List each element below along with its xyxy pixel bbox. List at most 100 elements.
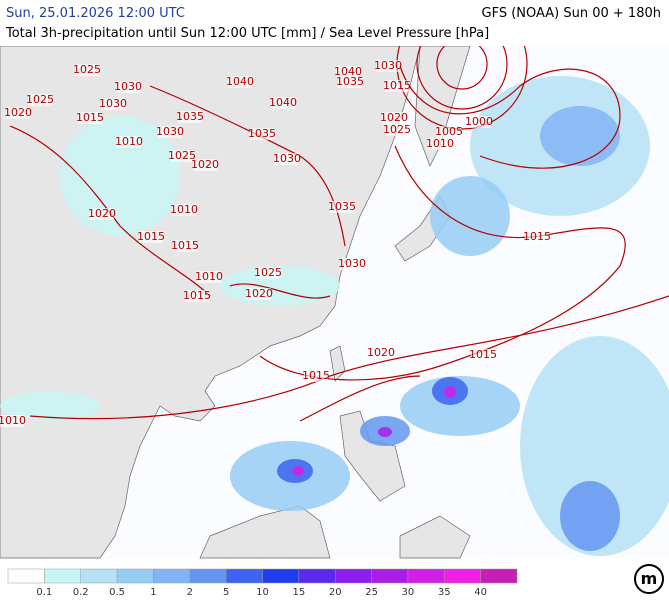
legend-label: 2 (187, 587, 193, 598)
isobar-label-bg (116, 81, 140, 93)
isobar-label-bg (90, 208, 114, 220)
map: 1020102510251030103010151030103510351010… (0, 46, 669, 598)
isobar-label: 1030 (374, 59, 402, 72)
isobar-label-bg (369, 347, 393, 359)
isobar-label: 1030 (114, 80, 142, 93)
isobar-label-bg (250, 128, 274, 140)
legend-swatch (225, 568, 263, 584)
isobar-label: 1030 (156, 125, 184, 138)
isobar-label: 1010 (426, 137, 454, 150)
isobar-label: 1005 (435, 125, 463, 138)
isobar-label-bg (256, 267, 280, 279)
legend-label: 20 (329, 587, 342, 598)
legend-swatch (334, 568, 372, 584)
isobar-label: 1015 (183, 289, 211, 302)
isobar-label-bg (471, 349, 495, 361)
legend-swatch (407, 568, 445, 584)
logo-text: m (641, 569, 658, 588)
legend-swatch (116, 568, 154, 584)
isobar-label-bg (101, 98, 125, 110)
legend-label: 35 (438, 587, 451, 598)
isobar-label-bg (197, 271, 221, 283)
legend-swatch (189, 568, 227, 584)
isobar-label: 1010 (170, 203, 198, 216)
legend-label: 0.1 (36, 587, 52, 598)
legend-label: 25 (365, 587, 378, 598)
isobar-label: 1025 (73, 63, 101, 76)
isobar-label: 1015 (383, 79, 411, 92)
legend-swatch (480, 568, 518, 584)
legend-label: 15 (292, 587, 305, 598)
isobar-label: 1035 (248, 127, 276, 140)
isobar-label-bg (467, 116, 491, 128)
model-label: GFS (NOAA) Sun 00 + 180h (481, 6, 661, 21)
legend-swatch (153, 568, 191, 584)
isobar-label: 1000 (465, 115, 493, 128)
isobar-label: 1015 (137, 230, 165, 243)
legend-label: 0.5 (109, 587, 125, 598)
logo: m (634, 564, 664, 594)
isobar-label-bg (385, 124, 409, 136)
isobar-label-bg (247, 288, 271, 300)
isobar-label-bg (178, 111, 202, 123)
isobar-label-bg (185, 290, 209, 302)
isobar-label: 1010 (195, 270, 223, 283)
isobar-label: 1010 (0, 414, 26, 427)
isobar-label-bg (336, 66, 360, 78)
isobar-label-bg (338, 76, 362, 88)
isobar-label: 1035 (328, 200, 356, 213)
legend-swatch (7, 568, 45, 584)
isobar-label-bg (78, 112, 102, 124)
isobar-label-bg (117, 136, 141, 148)
isobar-label: 1040 (269, 96, 297, 109)
isobar-label-bg (271, 97, 295, 109)
isobar-label-bg (0, 415, 24, 427)
isobar-label: 1015 (469, 348, 497, 361)
isobar-label-bg (428, 138, 452, 150)
isobar-label-bg (158, 126, 182, 138)
isobar-label-bg (28, 94, 52, 106)
isobar-label-bg (228, 76, 252, 88)
isobar-label: 1020 (380, 111, 408, 124)
subtitle: Total 3h-precipitation until Sun 12:00 U… (6, 26, 490, 41)
isobar-label-bg (75, 64, 99, 76)
isobar-label-bg (193, 159, 217, 171)
legend-swatch (262, 568, 300, 584)
isobar-label: 1035 (336, 75, 364, 88)
isobar-label: 1025 (254, 266, 282, 279)
isobar-label: 1040 (226, 75, 254, 88)
isobar-label-bg (340, 258, 364, 270)
isobar-label-bg (330, 201, 354, 213)
isobar-label: 1035 (176, 110, 204, 123)
isobar-label-bg (139, 231, 163, 243)
legend-label: 1 (150, 587, 156, 598)
isobar-label: 1015 (76, 111, 104, 124)
isobar-label: 1025 (168, 149, 196, 162)
isobar-label: 1015 (523, 230, 551, 243)
isobar-label-bg (437, 126, 461, 138)
isobar-label-bg (382, 112, 406, 124)
isobar-label-bg (275, 153, 299, 165)
isobar-label-bg (6, 107, 30, 119)
isobar-label-bg (170, 150, 194, 162)
legend-swatch (371, 568, 409, 584)
isobar-label-bg (376, 60, 400, 72)
precipitation (0, 76, 669, 556)
isobar-label: 1015 (171, 239, 199, 252)
isobar-label: 1020 (4, 106, 32, 119)
isobar-label: 1020 (88, 207, 116, 220)
isobar-label-bg (173, 240, 197, 252)
isobar-label: 1020 (367, 346, 395, 359)
isobar-label: 1025 (383, 123, 411, 136)
legend-label: 10 (256, 587, 269, 598)
isobar-label: 1020 (191, 158, 219, 171)
legend-swatch (80, 568, 118, 584)
date-label: Sun, 25.01.2026 12:00 UTC (6, 6, 185, 21)
legend-swatch (444, 568, 481, 584)
isobar-label: 1030 (99, 97, 127, 110)
isobar-label-bg (304, 370, 328, 382)
isobar-label: 1015 (302, 369, 330, 382)
legend-label: 30 (402, 587, 415, 598)
legend-swatch (298, 568, 336, 584)
